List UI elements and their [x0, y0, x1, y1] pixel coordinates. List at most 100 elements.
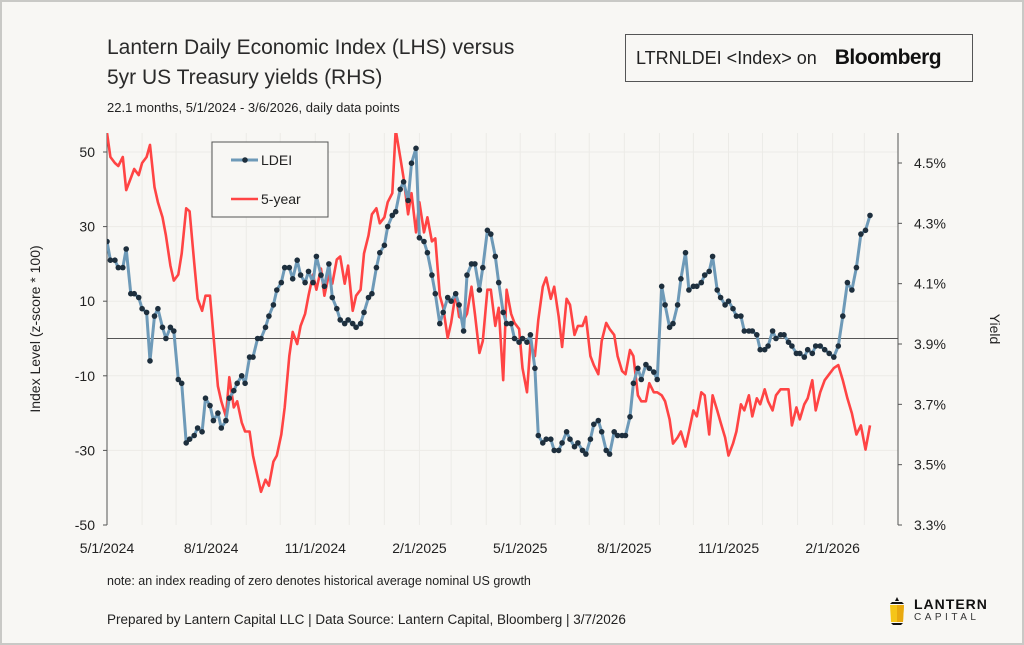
ldei-data-point [135, 294, 142, 301]
ldei-data-point [218, 425, 225, 431]
bloomberg-logo: Bloomberg [834, 46, 942, 69]
ldei-data-point [741, 328, 748, 334]
ldei-data-point [749, 328, 756, 334]
ldei-data-point [535, 432, 542, 439]
right-axis-tick-label: 4.1% [914, 276, 946, 292]
ldei-data-point [384, 223, 391, 230]
ldei-data-point [686, 287, 692, 293]
ldei-data-point [567, 436, 573, 443]
ldei-data-point [302, 279, 308, 286]
ldei-data-point [151, 313, 158, 319]
ldei-data-point [429, 272, 435, 278]
ldei-data-point [258, 335, 264, 342]
ldei-data-point [543, 436, 549, 443]
ldei-data-point [516, 339, 522, 346]
ldei-data-point [835, 343, 842, 349]
right-axis-tick-label: 3.3% [914, 517, 946, 533]
left-axis-tick-label: 50 [79, 144, 95, 160]
ldei-data-point [286, 264, 293, 271]
ldei-data-point [207, 402, 213, 409]
ldei-data-point [801, 354, 808, 360]
ldei-data-point [540, 440, 546, 446]
ldei-data-point [297, 272, 304, 278]
ldei-data-point [809, 350, 816, 357]
ldei-data-point [698, 279, 705, 286]
ldei-data-point [143, 309, 150, 316]
legend-label-ldei: LDEI [261, 152, 292, 168]
ldei-data-point [476, 287, 483, 293]
ldei-data-point [318, 272, 324, 278]
ldei-data-point [646, 365, 653, 372]
ldei-data-point [440, 309, 447, 316]
ldei-data-point [199, 429, 205, 435]
ldei-data-point [714, 287, 720, 293]
lantern-icon [890, 597, 904, 625]
source-credit: Prepared by Lantern Capital LLC | Data S… [107, 612, 626, 627]
ldei-data-point [278, 279, 285, 286]
right-axis-tick-label: 3.7% [914, 396, 946, 412]
ldei-data-point [733, 313, 740, 319]
series-line-5-year [107, 133, 872, 494]
ldei-data-point [706, 268, 712, 275]
ldei-data-point [821, 346, 828, 353]
legend-label-5-year: 5-year [261, 191, 301, 207]
ldei-data-point [365, 294, 372, 301]
ldei-data-point [270, 302, 277, 308]
ldei-data-point [131, 290, 137, 297]
title-line-1: Lantern Daily Economic Index (LHS) versu… [107, 36, 515, 59]
ldei-data-point [611, 429, 617, 435]
logo-text-lantern: LANTERN [914, 596, 988, 612]
left-axis-tick-label: -50 [75, 517, 95, 533]
legend: LDEI 5-year [211, 141, 329, 218]
x-axis-tick-label: 5/1/2025 [493, 540, 548, 556]
ldei-data-point [413, 145, 419, 152]
ldei-data-point [831, 354, 837, 360]
ldei-data-point [682, 249, 689, 256]
ldei-data-point [373, 264, 380, 271]
ldei-data-point [638, 376, 645, 383]
ldei-data-point [579, 447, 586, 454]
ldei-data-point [606, 451, 613, 457]
ldei-data-point [754, 332, 760, 338]
ldei-data-point [369, 290, 375, 297]
ldei-data-point [408, 160, 415, 166]
ldei-data-point [424, 249, 431, 256]
ldei-data-point [223, 417, 229, 424]
ldei-data-point [701, 272, 708, 278]
ldei-data-point [123, 246, 129, 252]
ldei-data-point [511, 335, 518, 342]
ldei-data-point [310, 279, 316, 286]
ldei-data-point [194, 425, 201, 431]
ldei-data-point [527, 332, 534, 338]
ldei-data-point [329, 294, 336, 301]
ldei-data-point [789, 343, 795, 349]
ldei-data-point [575, 440, 581, 446]
ldei-data-point [226, 395, 233, 402]
ldei-data-point [595, 417, 602, 424]
ldei-data-point [357, 320, 364, 327]
right-axis-tick-label: 4.5% [914, 155, 946, 171]
ldei-data-point [495, 279, 502, 286]
ldei-data-point [587, 436, 594, 443]
ldei-data-point [508, 320, 514, 327]
x-axis-tick-label: 8/1/2024 [184, 540, 239, 556]
ldei-data-point [773, 335, 779, 342]
ldei-data-point [349, 320, 356, 327]
left-axis-title: Index Level (z-score * 100) [27, 245, 43, 412]
ldei-data-point [670, 320, 676, 327]
ldei-data-point [781, 332, 787, 338]
ldei-data-point [377, 249, 383, 256]
ldei-data-point [551, 447, 557, 454]
ldei-data-point [444, 294, 451, 301]
ldei-data-point [171, 328, 177, 334]
ldei-data-point [583, 451, 589, 457]
ldei-data-point [120, 264, 126, 271]
left-axis-tick-label: 30 [79, 219, 95, 235]
ldei-data-point [147, 358, 153, 364]
footnote: note: an index reading of zero denotes h… [107, 574, 531, 588]
right-axis-tick-label: 3.9% [914, 336, 946, 352]
left-axis-tick-label: 10 [79, 293, 95, 309]
ldei-data-point [849, 287, 855, 293]
ldei-data-point [231, 387, 237, 394]
ldei-data-point [614, 432, 621, 439]
